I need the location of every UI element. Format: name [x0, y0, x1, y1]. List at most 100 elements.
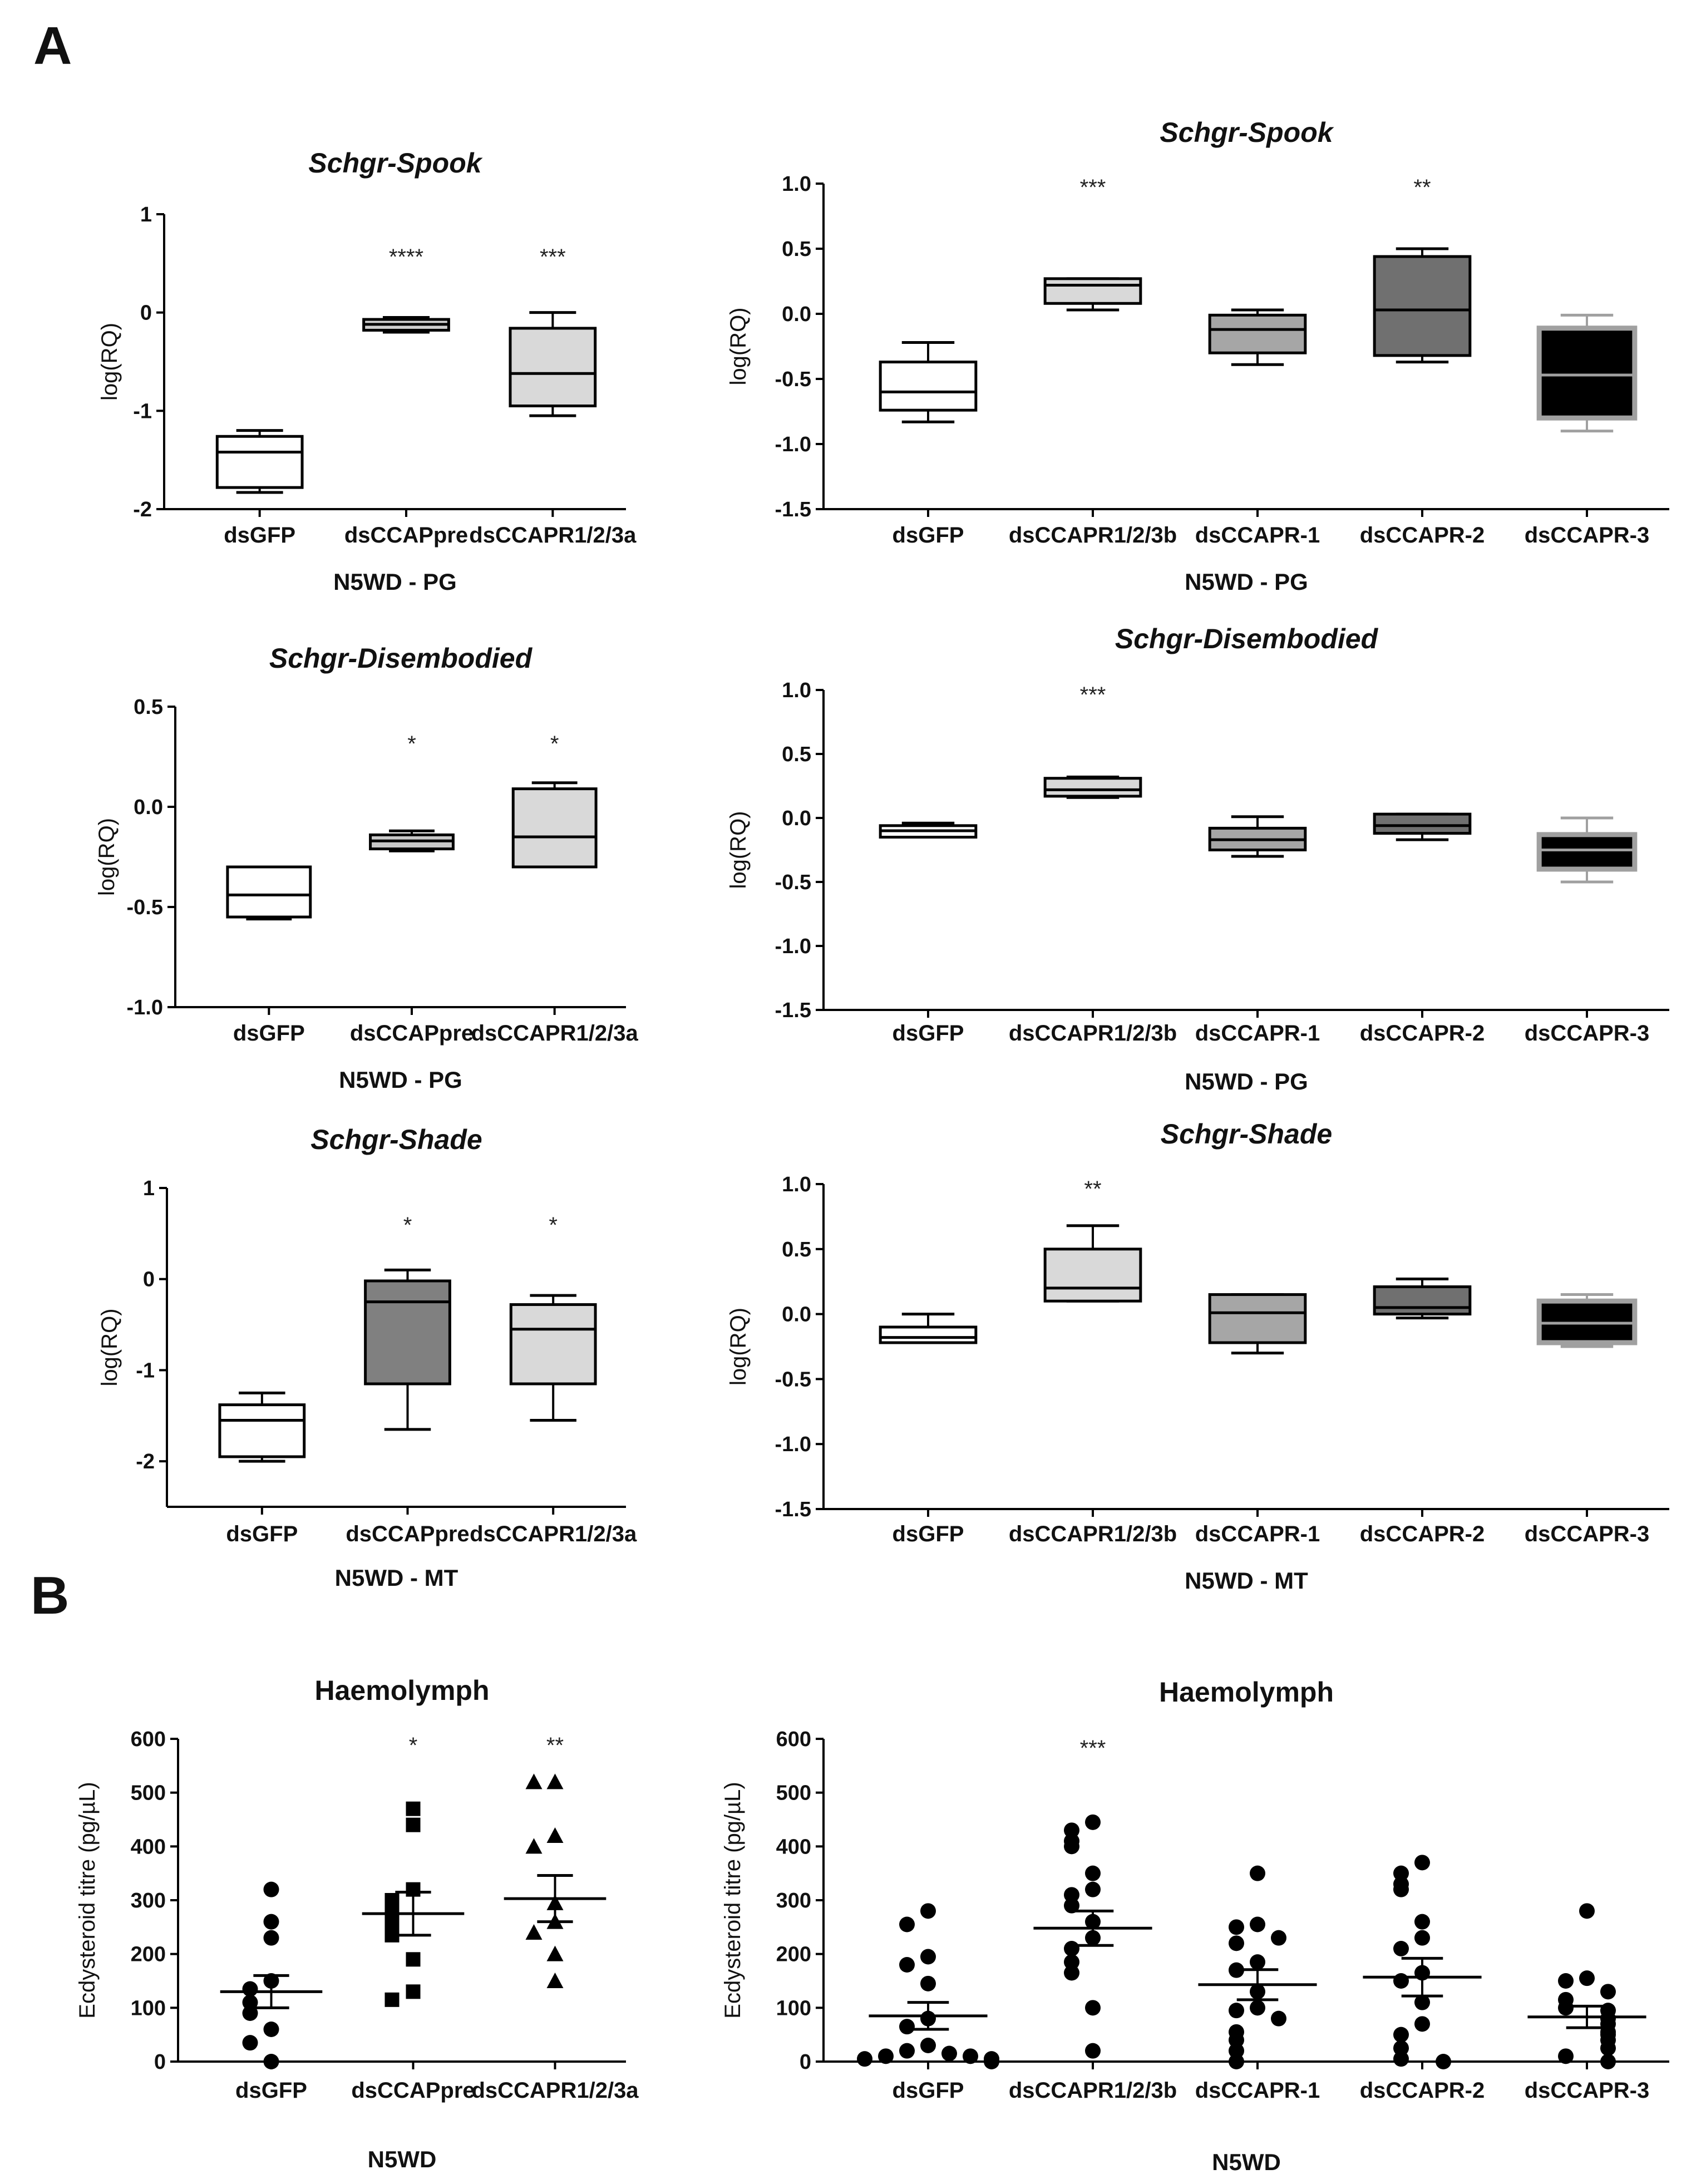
- y-tick-label: -1.5: [775, 999, 811, 1022]
- box-iqr: [1043, 1248, 1142, 1303]
- data-point: [1271, 2010, 1286, 2027]
- y-axis-label: log(RQ): [726, 1308, 751, 1386]
- data-point: [263, 1930, 279, 1946]
- data-point: [525, 1924, 543, 1940]
- y-tick-label: 600: [776, 1728, 811, 1751]
- box-1: [218, 1391, 306, 1463]
- y-axis-label: log(RQ): [95, 818, 119, 896]
- data-point: [525, 1838, 543, 1854]
- box-3: [509, 1294, 597, 1422]
- y-tick-label: 0.5: [782, 743, 811, 766]
- data-point: [1558, 2048, 1574, 2064]
- data-point: [242, 2005, 258, 2021]
- data-point: [1085, 1814, 1101, 1830]
- significance-label: **: [1413, 175, 1431, 200]
- data-point: [1393, 1881, 1409, 1897]
- x-axis-label: N5WD - PG: [339, 1067, 462, 1093]
- data-point: [1229, 1962, 1244, 1978]
- chart-title: Schgr-Disembodied: [269, 643, 533, 674]
- data-point: [1064, 1897, 1079, 1914]
- data-point: [1250, 2000, 1265, 2016]
- category-label: dsCCAPR1/2/3a: [471, 1021, 639, 1046]
- significance-label: *: [549, 1213, 558, 1238]
- data-point: [941, 2045, 957, 2062]
- data-point: [899, 1916, 915, 1932]
- data-point: [857, 2051, 872, 2067]
- box-iqr: [1208, 1293, 1307, 1344]
- box-3: [509, 311, 597, 417]
- box-iqr: [215, 435, 304, 489]
- category-label: dsCCAPpre: [351, 2078, 475, 2103]
- x-axis-label: N5WD - PG: [333, 569, 457, 595]
- data-point: [546, 1827, 564, 1843]
- data-point: [1393, 1865, 1409, 1881]
- data-point: [263, 2022, 279, 2037]
- y-tick-label: -0.5: [775, 1368, 811, 1391]
- data-point: [263, 1914, 279, 1930]
- data-point: [1393, 1941, 1409, 1956]
- chart-a4: Schgr-Disembodied 1.0 0.5 0.0 -0.5 -1.0 -1.5 lo…: [726, 623, 1669, 1095]
- data-point: [1229, 2003, 1244, 2019]
- data-point: [406, 1801, 421, 1816]
- data-point: [242, 1981, 258, 1997]
- chart-title: Haemolymph: [315, 1675, 490, 1706]
- y-tick-label: 0: [143, 1268, 155, 1291]
- box-5: [1536, 313, 1638, 433]
- category-label: dsCCAPR-3: [1525, 523, 1649, 548]
- y-tick-label: 0.5: [134, 696, 163, 719]
- scatter-group-4: [1363, 1855, 1482, 2069]
- box-4: [1373, 1278, 1472, 1320]
- category-label: dsGFP: [893, 2078, 964, 2103]
- y-tick-label: 400: [131, 1835, 166, 1858]
- y-tick-label: 1.0: [782, 172, 811, 196]
- data-point: [878, 2048, 894, 2064]
- y-tick-label: 500: [131, 1782, 166, 1805]
- chart-a6: Schgr-Shade 1.0 0.5 0.0 -0.5 -1.0 -1.5 log(RQ) d…: [726, 1118, 1669, 1594]
- data-point: [1414, 1994, 1430, 2010]
- category-label: dsGFP: [226, 1522, 298, 1546]
- y-tick-label: 1.0: [782, 1173, 811, 1196]
- data-point: [546, 1945, 564, 1961]
- chart-a3: Schgr-Disembodied 0.5 0.0 -0.5 -1.0 log(RQ) ds…: [95, 643, 638, 1093]
- category-label: dsGFP: [235, 2078, 307, 2103]
- y-tick-label: 0.5: [782, 238, 811, 261]
- chart-b2: Haemolymph 600 500 400 300 200 100 0 Ecdysteroid…: [721, 1677, 1669, 2175]
- box-iqr: [218, 1403, 306, 1458]
- y-tick-label: -0.5: [127, 896, 163, 919]
- category-label: dsCCAPR1/2/3a: [470, 1522, 637, 1546]
- data-point: [525, 1773, 543, 1789]
- y-axis-label: log(RQ): [726, 811, 751, 889]
- category-label: dsCCAPpre: [344, 523, 468, 548]
- y-axis-label: Ecdysteroid titre (pg/µL): [75, 1782, 100, 2018]
- category-label: dsGFP: [893, 1021, 964, 1046]
- significance-label: ***: [1080, 1736, 1106, 1761]
- chart-title: Schgr-Spook: [308, 147, 482, 179]
- y-tick-label: -0.5: [775, 368, 811, 391]
- x-axis-label: N5WD - MT: [1185, 1567, 1308, 1594]
- data-point: [1085, 1865, 1101, 1881]
- data-point: [1250, 1865, 1265, 1881]
- data-point: [242, 2035, 258, 2051]
- data-point: [406, 1817, 421, 1832]
- box-iqr: [1373, 1285, 1472, 1316]
- y-tick-label: -1.0: [127, 996, 163, 1019]
- category-label: dsGFP: [224, 523, 295, 548]
- category-label: dsCCAPR1/2/3b: [1009, 2078, 1177, 2103]
- data-point: [1085, 2000, 1101, 2016]
- box-2: [1043, 1224, 1142, 1303]
- significance-label: ***: [1080, 683, 1106, 707]
- y-tick-label: -0.5: [775, 871, 811, 894]
- y-tick-label: 1: [143, 1177, 155, 1200]
- data-point: [546, 1973, 564, 1988]
- box-5: [1536, 816, 1638, 884]
- category-label: dsCCAPR1/2/3b: [1009, 1021, 1177, 1046]
- data-point: [899, 2043, 915, 2059]
- y-tick-label: -1: [133, 400, 152, 423]
- category-label: dsCCAPR-3: [1525, 1522, 1649, 1546]
- y-tick-label: -1.0: [775, 935, 811, 958]
- y-tick-label: 100: [776, 1996, 811, 2020]
- significance-label: *: [407, 732, 416, 756]
- chart-title: Schgr-Shade: [310, 1124, 482, 1155]
- box-iqr: [1208, 313, 1307, 354]
- data-point: [1085, 2043, 1101, 2059]
